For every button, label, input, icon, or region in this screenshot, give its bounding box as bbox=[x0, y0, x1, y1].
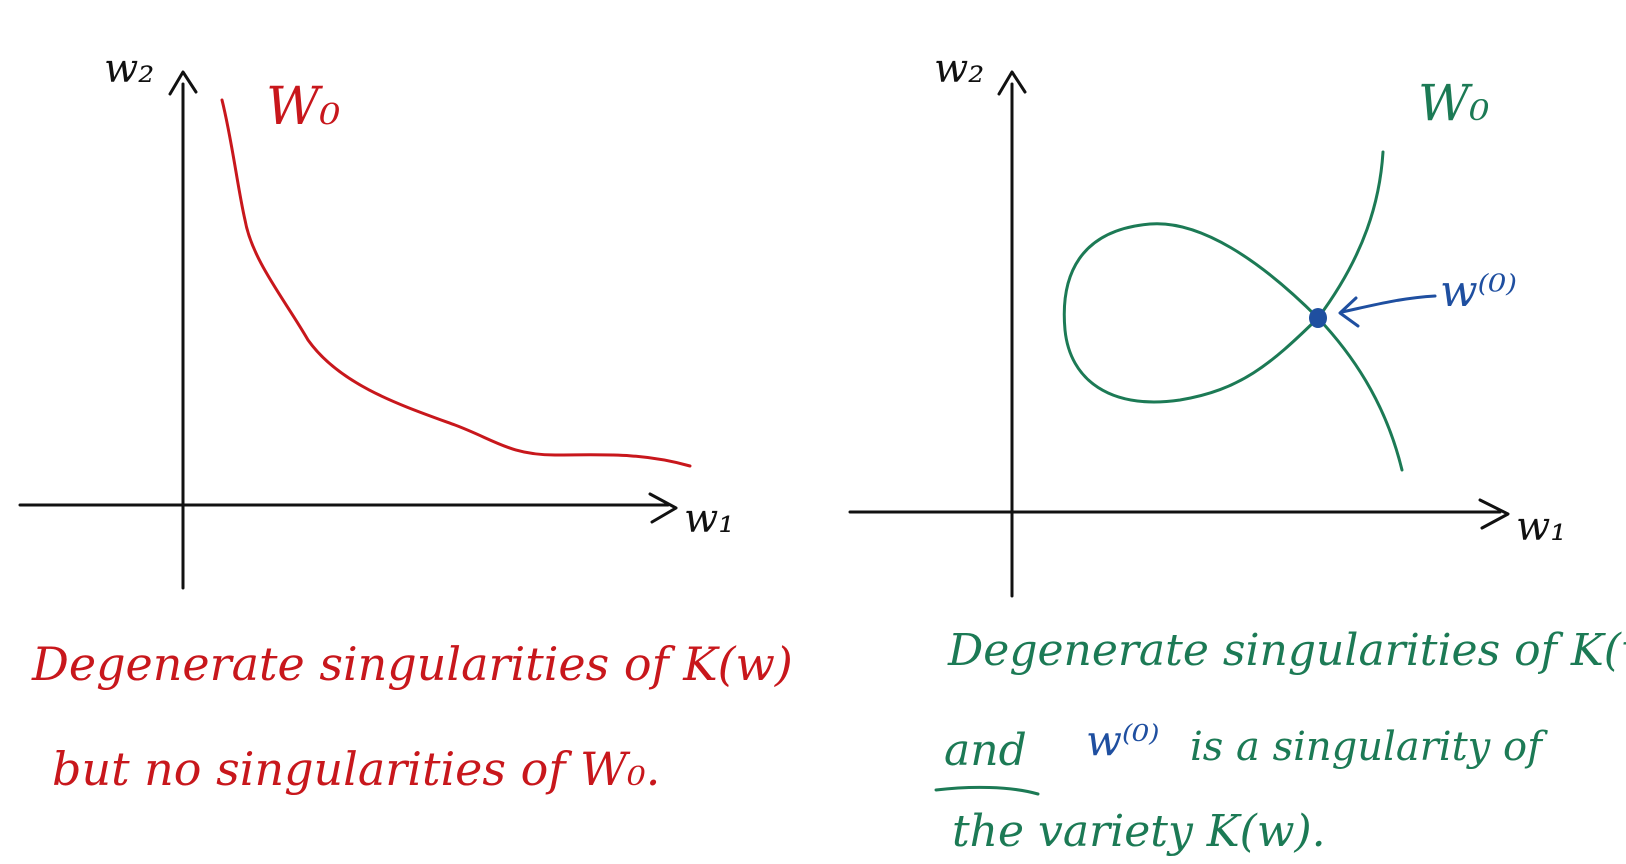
right-caption-line2-rest: is a singularity of bbox=[1190, 724, 1548, 770]
right-x-axis-arrowhead bbox=[1478, 498, 1510, 530]
left-y-axis-label: w₂ bbox=[104, 46, 154, 92]
right-caption-line3: the variety K(w). bbox=[952, 806, 1326, 857]
left-curve-label: W₀ bbox=[266, 77, 340, 137]
and-underline bbox=[934, 785, 1040, 796]
right-caption-line2-point: w⁽⁰⁾ bbox=[1086, 716, 1159, 765]
right-y-axis-label: w₂ bbox=[934, 46, 984, 92]
right-x-axis-label: w₁ bbox=[1516, 504, 1566, 550]
left-x-axis-arrowhead bbox=[648, 492, 678, 524]
singular-point-arrowhead bbox=[1338, 296, 1360, 328]
singular-point-label: w⁽⁰⁾ bbox=[1440, 266, 1517, 317]
left-y-axis-arrowhead bbox=[168, 70, 198, 96]
right-caption-line2-and: and bbox=[944, 725, 1027, 776]
right-panel: w₂ w₁ W₀ w⁽⁰⁾ Degenerate singularities o… bbox=[848, 46, 1626, 857]
singular-point-arrow bbox=[1340, 294, 1437, 314]
left-caption-line2: but no singularities of W₀. bbox=[52, 742, 660, 796]
left-x-axis-label: w₁ bbox=[684, 496, 734, 542]
left-curve-w0 bbox=[220, 98, 692, 468]
right-caption-line1: Degenerate singularities of K(w) bbox=[947, 625, 1626, 676]
left-caption-line1: Degenerate singularities of K(w) bbox=[31, 637, 793, 691]
right-y-axis-arrowhead bbox=[997, 70, 1027, 96]
singular-point bbox=[1309, 308, 1327, 328]
right-curve-label: W₀ bbox=[1418, 74, 1489, 132]
left-panel: w₂ w₁ W₀ Degenerate singularities of K(w… bbox=[18, 46, 793, 796]
